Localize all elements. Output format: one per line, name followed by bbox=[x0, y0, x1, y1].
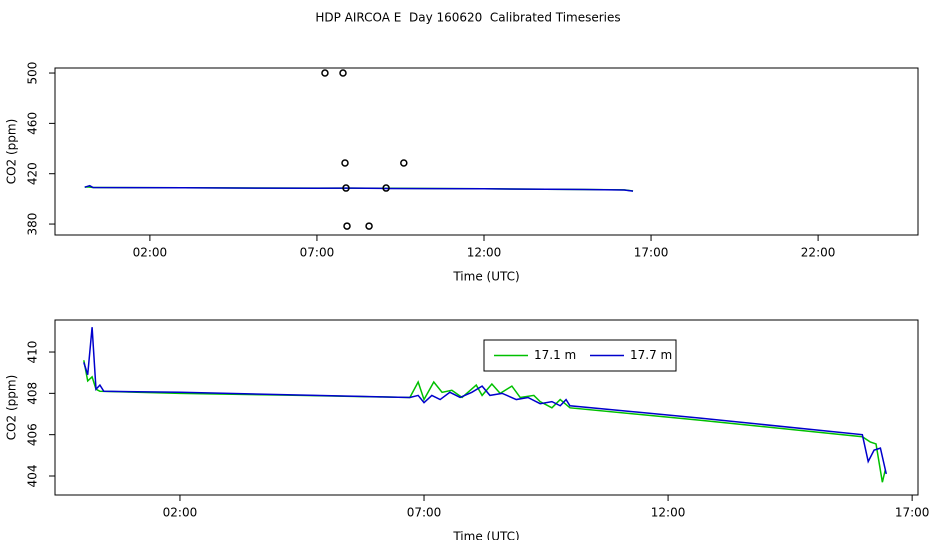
page-title: HDP AIRCOA E Day 160620 Calibrated Times… bbox=[315, 11, 620, 25]
y-tick-label: 406 bbox=[26, 423, 40, 446]
y-axis-label: CO2 (ppm) bbox=[5, 119, 19, 185]
x-tick-label: 02:00 bbox=[133, 246, 168, 260]
data-point bbox=[400, 159, 408, 167]
legend-label: 17.1 m bbox=[534, 348, 576, 362]
y-tick-label: 460 bbox=[26, 112, 40, 135]
x-tick-label: 17:00 bbox=[634, 246, 669, 260]
data-point bbox=[339, 69, 347, 77]
y-tick-label: 404 bbox=[26, 465, 40, 488]
x-tick-label: 07:00 bbox=[300, 246, 335, 260]
plot-frame bbox=[54, 319, 919, 496]
x-axis-label: Time (UTC) bbox=[452, 270, 519, 284]
y-tick-label: 500 bbox=[26, 62, 40, 85]
y-tick-label: 408 bbox=[26, 382, 40, 405]
data-point bbox=[365, 222, 373, 230]
x-tick-label: 17:00 bbox=[895, 506, 930, 520]
data-point bbox=[341, 159, 349, 167]
x-axis-label: Time (UTC) bbox=[452, 530, 519, 540]
x-tick-label: 07:00 bbox=[407, 506, 442, 520]
data-line bbox=[83, 327, 888, 475]
plot-frame bbox=[54, 67, 919, 236]
x-tick-label: 12:00 bbox=[467, 246, 502, 260]
data-line bbox=[83, 360, 887, 483]
y-tick-label: 420 bbox=[26, 162, 40, 185]
y-tick-label: 410 bbox=[26, 341, 40, 364]
legend-label: 17.7 m bbox=[630, 348, 672, 362]
data-line bbox=[84, 184, 634, 192]
y-tick-label: 380 bbox=[26, 213, 40, 236]
x-tick-label: 02:00 bbox=[163, 506, 198, 520]
x-tick-label: 22:00 bbox=[801, 246, 836, 260]
data-point bbox=[342, 184, 350, 192]
data-point bbox=[382, 184, 390, 192]
y-axis-label: CO2 (ppm) bbox=[5, 375, 19, 441]
data-point bbox=[343, 222, 351, 230]
data-point bbox=[321, 69, 329, 77]
x-tick-label: 12:00 bbox=[651, 506, 686, 520]
